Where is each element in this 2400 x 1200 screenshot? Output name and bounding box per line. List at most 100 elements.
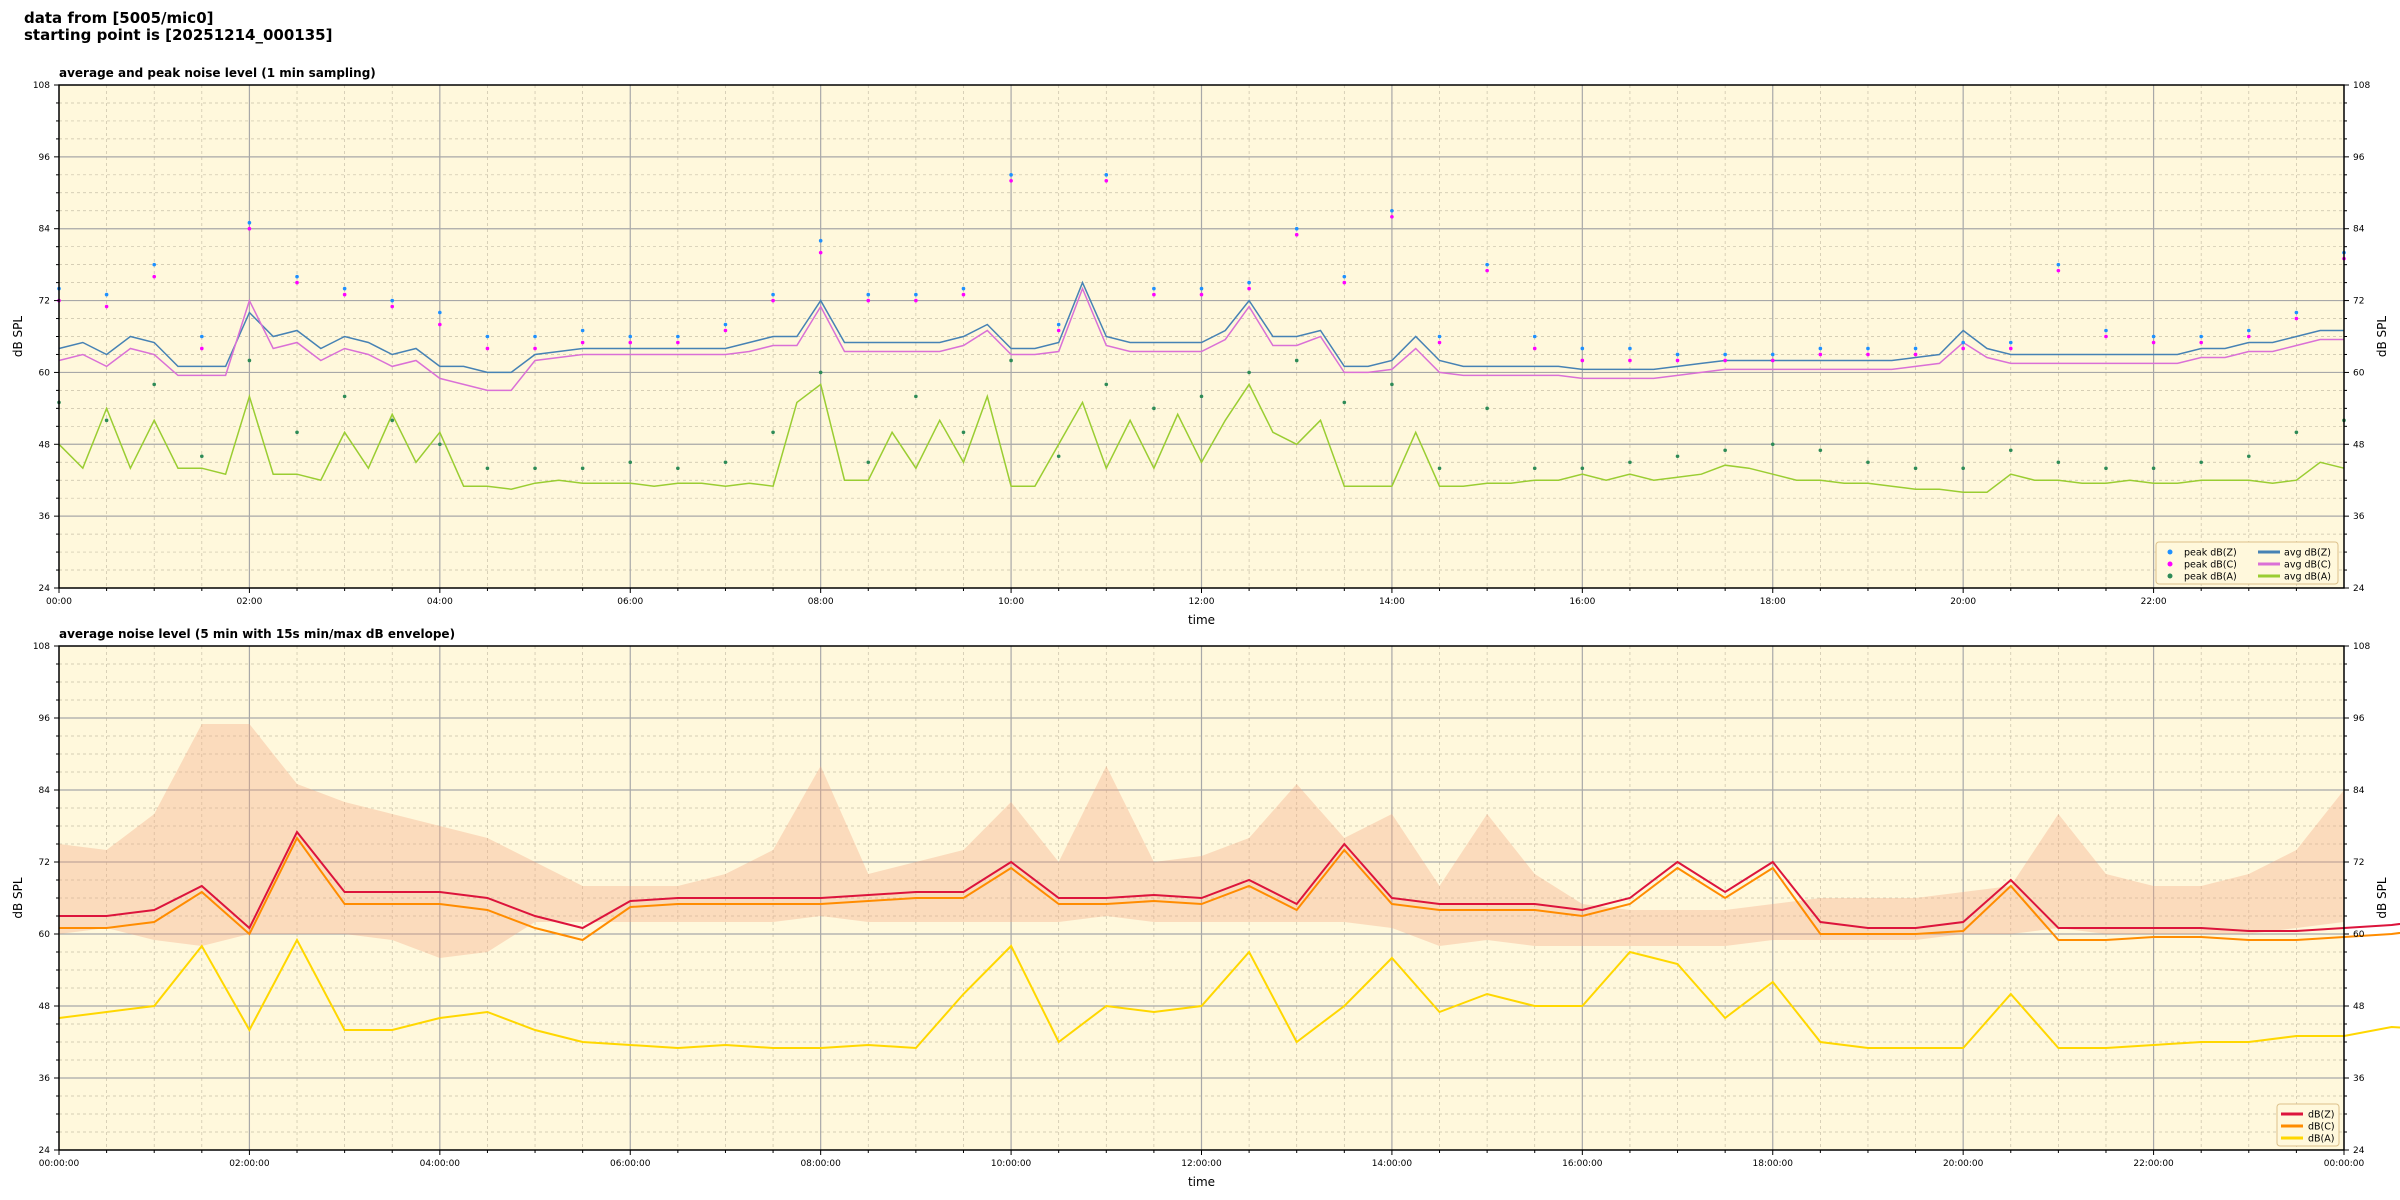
y-axis-label-right: dB SPL bbox=[2375, 877, 2389, 919]
y-tick-label: 96 bbox=[39, 714, 51, 724]
point-peak_a bbox=[2294, 430, 2299, 435]
point-peak_a bbox=[200, 454, 204, 459]
y-axis-label-right: dB SPL bbox=[2375, 316, 2389, 358]
x-tick-label: 06:00 bbox=[617, 597, 643, 607]
x-tick-label: 00:00 bbox=[46, 597, 72, 607]
point-peak_z bbox=[1961, 340, 1965, 345]
point-peak_a bbox=[342, 394, 347, 399]
y-tick-label-right: 96 bbox=[2353, 714, 2365, 724]
point-peak_z bbox=[771, 292, 775, 297]
y-tick-label: 60 bbox=[39, 368, 51, 378]
point-peak_z bbox=[723, 322, 728, 327]
point-peak_c bbox=[295, 280, 299, 285]
point-peak_c bbox=[1485, 268, 1489, 273]
point-peak_z bbox=[1580, 346, 1585, 351]
point-peak_a bbox=[1104, 382, 1109, 387]
point-peak_a bbox=[1056, 454, 1061, 459]
point-peak_a bbox=[1770, 442, 1775, 447]
point-peak_z bbox=[1247, 280, 1251, 285]
y-tick-label: 24 bbox=[39, 1146, 51, 1156]
point-peak_c bbox=[1818, 352, 1823, 357]
chart-title: average noise level (5 min with 15s min/… bbox=[59, 627, 455, 641]
x-tick-label: 00:00:00 bbox=[2324, 1159, 2365, 1169]
y-tick-label: 72 bbox=[39, 297, 50, 307]
y-tick-label: 24 bbox=[39, 584, 51, 594]
line-avg_a bbox=[58, 382, 2345, 493]
point-peak_c bbox=[390, 304, 395, 309]
point-peak_a bbox=[580, 466, 585, 471]
point-peak_a bbox=[247, 358, 252, 363]
point-peak_a bbox=[2008, 448, 2013, 453]
point-peak_c bbox=[2294, 316, 2299, 321]
point-peak_c bbox=[676, 340, 680, 345]
x-tick-label: 14:00 bbox=[1379, 597, 1405, 607]
point-peak_c bbox=[580, 340, 585, 345]
point-peak_c bbox=[2056, 268, 2061, 273]
y-tick-label-right: 60 bbox=[2353, 930, 2365, 940]
legend-label: avg dB(A) bbox=[2284, 572, 2331, 583]
x-tick-label: 04:00 bbox=[427, 597, 453, 607]
point-peak_a bbox=[771, 430, 775, 435]
chart-title: average and peak noise level (1 min samp… bbox=[59, 66, 376, 80]
point-peak_c bbox=[771, 298, 775, 303]
line-db_a bbox=[58, 937, 2400, 1050]
point-peak_z bbox=[247, 220, 252, 225]
point-peak_c bbox=[1723, 358, 1727, 363]
point-peak_c bbox=[1056, 328, 1061, 333]
x-axis-label: time bbox=[1188, 1175, 1215, 1189]
x-tick-label: 04:00:00 bbox=[420, 1159, 461, 1169]
y-tick-label-right: 36 bbox=[2353, 512, 2365, 522]
point-peak_a bbox=[1723, 448, 1727, 453]
point-peak_a bbox=[1009, 358, 1013, 363]
y-tick-label: 108 bbox=[33, 81, 50, 91]
series-peak_a bbox=[57, 358, 2346, 471]
y-tick-label: 72 bbox=[39, 858, 50, 868]
point-peak_z bbox=[390, 298, 395, 303]
point-peak_a bbox=[723, 460, 728, 465]
x-tick-label: 10:00 bbox=[998, 597, 1024, 607]
point-peak_a bbox=[1390, 382, 1394, 387]
y-tick-label-right: 48 bbox=[2353, 1002, 2365, 1012]
y-tick-label-right: 48 bbox=[2353, 440, 2365, 450]
point-peak_z bbox=[438, 310, 442, 315]
point-peak_z bbox=[818, 238, 823, 243]
point-peak_a bbox=[1247, 370, 1251, 375]
point-peak_a bbox=[1532, 466, 1537, 471]
legend: peak dB(Z)peak dB(C)peak dB(A)avg dB(Z)a… bbox=[2155, 541, 2339, 585]
point-peak_z bbox=[2246, 328, 2251, 333]
data-source-label: data from [5005/mic0] bbox=[24, 9, 214, 27]
y-tick-label-right: 24 bbox=[2353, 584, 2365, 594]
chart-panel-1: 24 24 36 36 48 48 60 60 72 72 84 84 96 96 108 108 00:00 0… bbox=[11, 66, 2389, 627]
point-peak_z bbox=[200, 334, 204, 339]
point-peak_z bbox=[2008, 340, 2013, 345]
x-axis-label: time bbox=[1188, 613, 1215, 627]
point-peak_z bbox=[485, 334, 490, 339]
point-peak_c bbox=[200, 346, 204, 351]
y-tick-label: 108 bbox=[33, 642, 50, 652]
x-tick-label: 08:00 bbox=[808, 597, 834, 607]
point-peak_a bbox=[2199, 460, 2203, 465]
point-peak_a bbox=[2151, 466, 2156, 471]
chart-panel-2: 24 24 36 36 48 48 60 60 72 72 84 84 96 96 108 108 00:00:… bbox=[11, 627, 2400, 1189]
point-peak_z bbox=[1913, 346, 1918, 351]
point-peak_a bbox=[818, 370, 823, 375]
point-peak_c bbox=[2246, 334, 2251, 339]
point-peak_c bbox=[1675, 358, 1680, 363]
x-tick-label: 20:00:00 bbox=[1943, 1159, 1984, 1169]
y-tick-label-right: 60 bbox=[2353, 368, 2365, 378]
point-peak_z bbox=[1770, 352, 1775, 357]
point-peak_a bbox=[866, 460, 871, 465]
point-peak_a bbox=[1675, 454, 1680, 459]
point-peak_c bbox=[914, 298, 918, 303]
point-peak_z bbox=[152, 262, 157, 267]
point-peak_z bbox=[1437, 334, 1442, 339]
legend-marker-peak_a bbox=[2167, 573, 2173, 579]
figure-header: data from [5005/mic0] starting point is … bbox=[24, 10, 332, 44]
legend-marker-peak_z bbox=[2167, 549, 2173, 555]
point-peak_z bbox=[1723, 352, 1727, 357]
point-peak_z bbox=[1675, 352, 1680, 357]
x-tick-label: 02:00:00 bbox=[229, 1159, 270, 1169]
point-peak_c bbox=[438, 322, 442, 327]
point-peak_c bbox=[152, 274, 157, 279]
point-peak_z bbox=[1390, 208, 1394, 213]
